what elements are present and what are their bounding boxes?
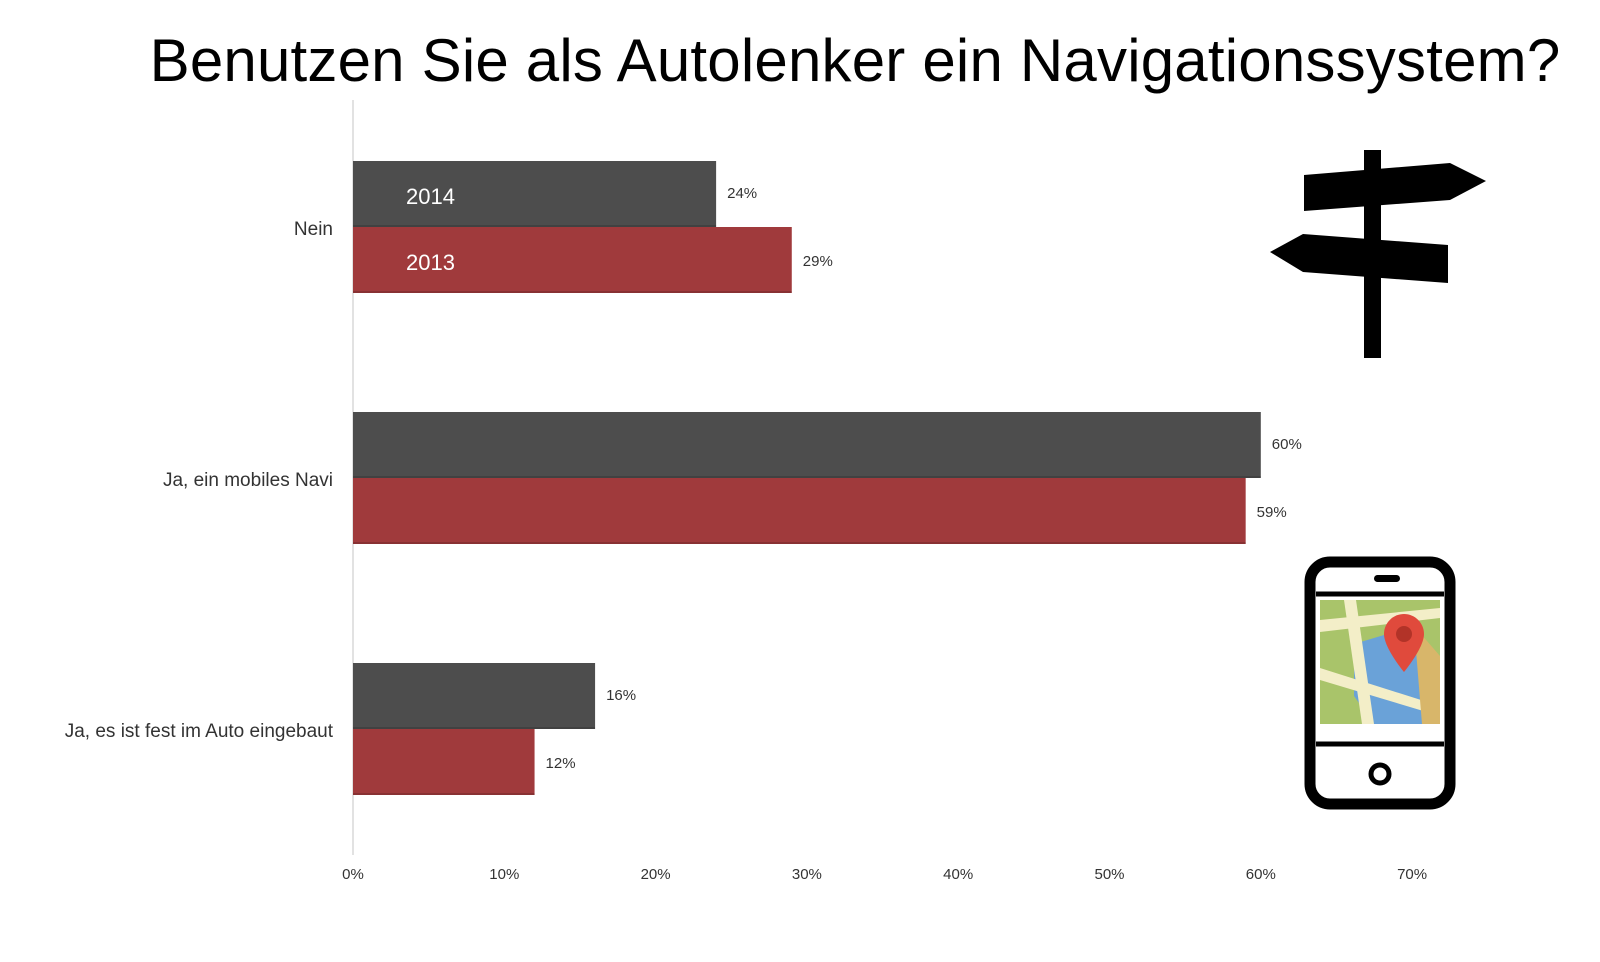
bar-shadow	[353, 727, 596, 729]
x-tick-label: 10%	[489, 866, 519, 883]
legend-label-2013: 2013	[406, 250, 455, 275]
bar-2014-1	[353, 412, 1261, 478]
value-label: 60%	[1272, 436, 1302, 453]
bar-shadow	[353, 291, 792, 293]
signpost-icon	[1270, 150, 1486, 358]
x-tick-label: 60%	[1246, 866, 1276, 883]
bar-2014-0	[353, 161, 717, 227]
bar-shadow	[353, 793, 535, 795]
bar-shadow	[353, 542, 1246, 544]
bar-shadow	[353, 225, 717, 227]
bar-2014-2	[353, 663, 596, 729]
x-tick-label: 50%	[1094, 866, 1124, 883]
value-label: 29%	[803, 253, 833, 270]
map-thumbnail	[1320, 600, 1440, 724]
value-label: 16%	[606, 687, 636, 704]
x-tick-label: 40%	[943, 866, 973, 883]
smartphone-map-icon	[1304, 556, 1456, 810]
bar-2013-2	[353, 729, 535, 795]
category-label: Ja, es ist fest im Auto eingebaut	[65, 721, 334, 742]
value-label: 59%	[1257, 504, 1287, 521]
category-label: Ja, ein mobiles Navi	[163, 470, 333, 491]
bar-shadow	[353, 476, 1261, 478]
value-label: 24%	[727, 185, 757, 202]
x-tick-label: 20%	[641, 866, 671, 883]
x-tick-label: 70%	[1397, 866, 1427, 883]
x-tick-label: 30%	[792, 866, 822, 883]
labels: Nein 24% 2014 29% 2013 Ja, ein mobiles Navi 60…	[65, 184, 1427, 883]
value-label: 12%	[546, 755, 576, 772]
bar-2013-0	[353, 227, 792, 293]
legend-label-2014: 2014	[406, 184, 455, 209]
chart-title: Benutzen Sie als Autolenker ein Navigati…	[149, 27, 1561, 94]
category-label: Nein	[294, 219, 333, 240]
bar-2013-1	[353, 478, 1246, 544]
x-tick-label: 0%	[342, 866, 364, 883]
location-pin-icon	[1384, 614, 1424, 672]
bars	[353, 161, 1261, 795]
